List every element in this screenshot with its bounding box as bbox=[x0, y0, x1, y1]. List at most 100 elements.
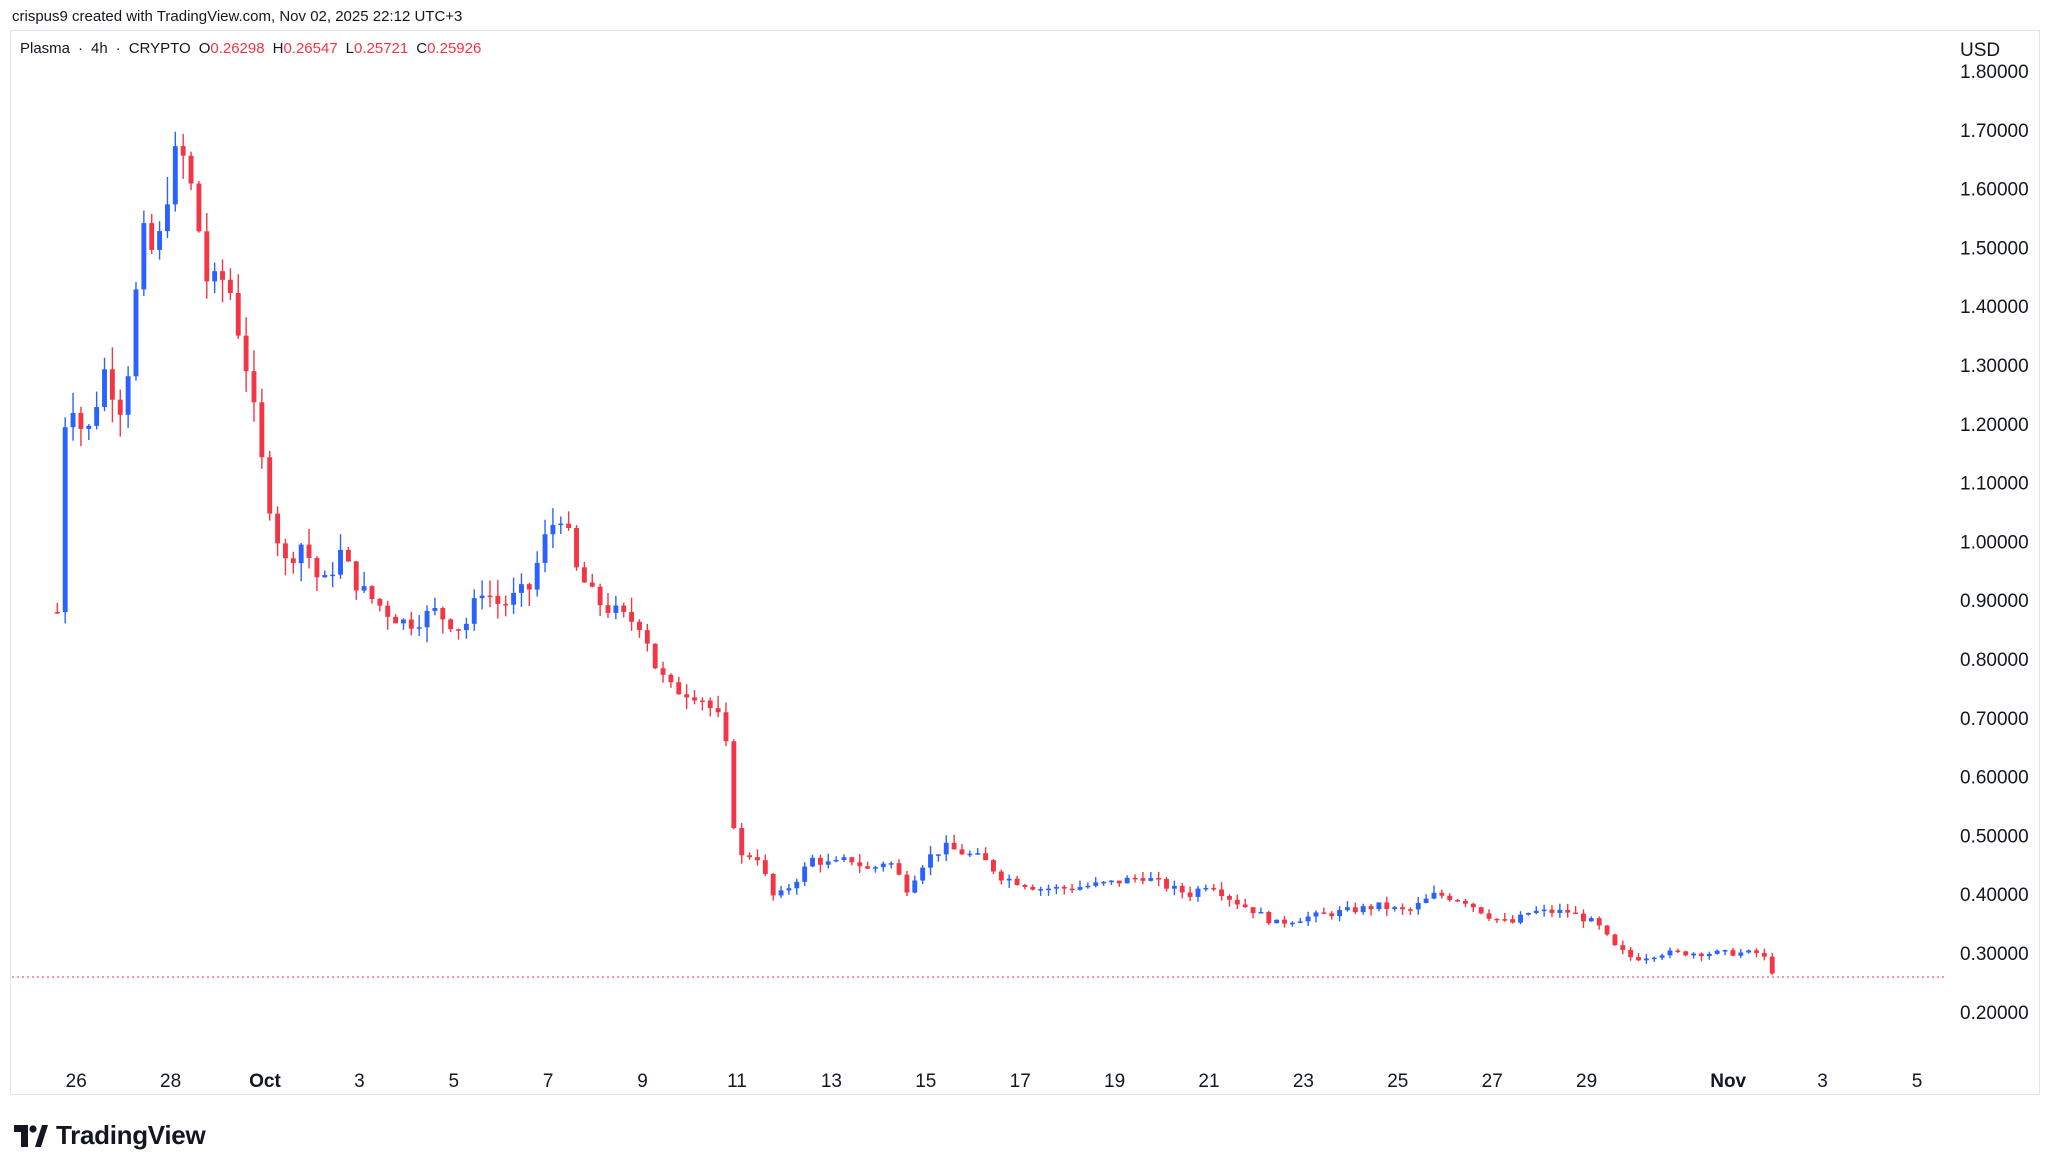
candle-body bbox=[117, 399, 123, 415]
candle-body bbox=[1069, 888, 1075, 891]
candle bbox=[1022, 883, 1028, 890]
candle bbox=[723, 702, 729, 747]
candle-body bbox=[1179, 885, 1185, 893]
candle bbox=[1463, 898, 1468, 908]
candle-body bbox=[220, 271, 225, 280]
candle-body bbox=[424, 610, 430, 628]
candle-body bbox=[1116, 880, 1122, 884]
candle bbox=[550, 508, 556, 549]
candle-body bbox=[259, 402, 265, 458]
candle-body bbox=[967, 853, 973, 856]
candle-body bbox=[1203, 887, 1209, 890]
candle-body bbox=[1211, 887, 1217, 890]
candle bbox=[1636, 953, 1641, 962]
candle bbox=[778, 885, 784, 898]
candle bbox=[707, 697, 713, 717]
legend-open-key: O bbox=[198, 40, 211, 57]
candle-body bbox=[1738, 952, 1744, 956]
candle-body bbox=[810, 857, 815, 867]
candle bbox=[715, 695, 721, 718]
candle-body bbox=[188, 155, 194, 184]
candle-body bbox=[574, 527, 579, 568]
legend-symbol[interactable]: Plasma bbox=[20, 40, 71, 57]
candle bbox=[739, 823, 745, 864]
candle-body bbox=[1447, 895, 1453, 900]
candle-body bbox=[345, 549, 351, 562]
candle bbox=[1219, 882, 1225, 901]
candle-body bbox=[566, 523, 572, 528]
candle bbox=[912, 875, 918, 894]
candle-body bbox=[998, 871, 1004, 881]
legend-interval[interactable]: 4h bbox=[91, 40, 108, 57]
candle-body bbox=[1156, 878, 1162, 880]
legend-close: C0.25926 bbox=[416, 40, 481, 57]
candle-body bbox=[1478, 907, 1484, 914]
legend-high-key: H bbox=[272, 40, 284, 57]
legend-dot-1: · bbox=[78, 40, 84, 57]
candle-body bbox=[1329, 913, 1335, 917]
candle bbox=[1604, 924, 1610, 936]
candle-body bbox=[1683, 951, 1689, 956]
candle-body bbox=[1667, 950, 1673, 956]
price-tick-label: 1.10000 bbox=[1960, 474, 2029, 495]
price-axis-currency: USD bbox=[1960, 40, 2000, 61]
candle-body bbox=[172, 146, 178, 205]
candle bbox=[1164, 876, 1169, 892]
candle-body bbox=[613, 605, 619, 613]
candle bbox=[629, 597, 635, 631]
candle-body bbox=[1140, 878, 1146, 881]
candle bbox=[668, 673, 674, 688]
candle-body bbox=[621, 605, 627, 612]
candle bbox=[1431, 885, 1437, 900]
time-tick-label: 7 bbox=[543, 1071, 554, 1092]
price-tick-label: 0.40000 bbox=[1960, 885, 2029, 906]
candle-body bbox=[739, 828, 745, 856]
candle bbox=[747, 852, 753, 860]
time-tick-label: 13 bbox=[821, 1071, 842, 1092]
candle bbox=[290, 551, 296, 574]
candle-body bbox=[770, 873, 776, 896]
candle bbox=[212, 262, 218, 294]
legend-high-value: 0.26547 bbox=[283, 40, 338, 57]
candle-body bbox=[1439, 892, 1445, 896]
candle bbox=[1722, 949, 1728, 956]
tradingview-logo[interactable]: TradingView bbox=[14, 1120, 206, 1151]
time-tick-label: 27 bbox=[1482, 1071, 1503, 1092]
candle bbox=[1769, 953, 1775, 975]
legend-dot-2: · bbox=[115, 40, 121, 57]
time-tick-label: 28 bbox=[160, 1071, 181, 1092]
candle bbox=[998, 869, 1004, 885]
time-tick-label: 21 bbox=[1198, 1071, 1219, 1092]
candle-body bbox=[1423, 898, 1429, 904]
candle-body bbox=[1109, 880, 1114, 883]
candle-body bbox=[432, 608, 438, 611]
candle-body bbox=[1242, 904, 1248, 908]
price-tick-label: 0.20000 bbox=[1960, 1003, 2029, 1024]
candle bbox=[692, 690, 697, 705]
candle bbox=[1486, 909, 1492, 921]
legend-low: L0.25721 bbox=[346, 40, 409, 57]
candle bbox=[1297, 918, 1303, 923]
candle-body bbox=[975, 853, 981, 855]
candle-body bbox=[542, 534, 548, 563]
candle-body bbox=[109, 369, 115, 400]
price-tick-label: 1.80000 bbox=[1960, 62, 2029, 83]
legend-exchange: CRYPTO bbox=[128, 40, 191, 57]
candle-body bbox=[943, 842, 949, 855]
candle-body bbox=[873, 867, 878, 869]
candle bbox=[283, 538, 288, 576]
time-tick-label: 19 bbox=[1104, 1071, 1125, 1092]
candle-body bbox=[597, 586, 603, 606]
candle bbox=[1006, 874, 1012, 888]
candle-body bbox=[1502, 919, 1508, 921]
candle-body bbox=[652, 643, 658, 669]
candle-body bbox=[369, 586, 375, 600]
candle-body bbox=[1030, 886, 1036, 890]
candle bbox=[660, 661, 666, 683]
candle bbox=[1659, 953, 1665, 961]
candle-body bbox=[1463, 900, 1468, 904]
candle-body bbox=[699, 700, 705, 702]
candle bbox=[1195, 885, 1201, 902]
candle bbox=[1400, 903, 1405, 915]
